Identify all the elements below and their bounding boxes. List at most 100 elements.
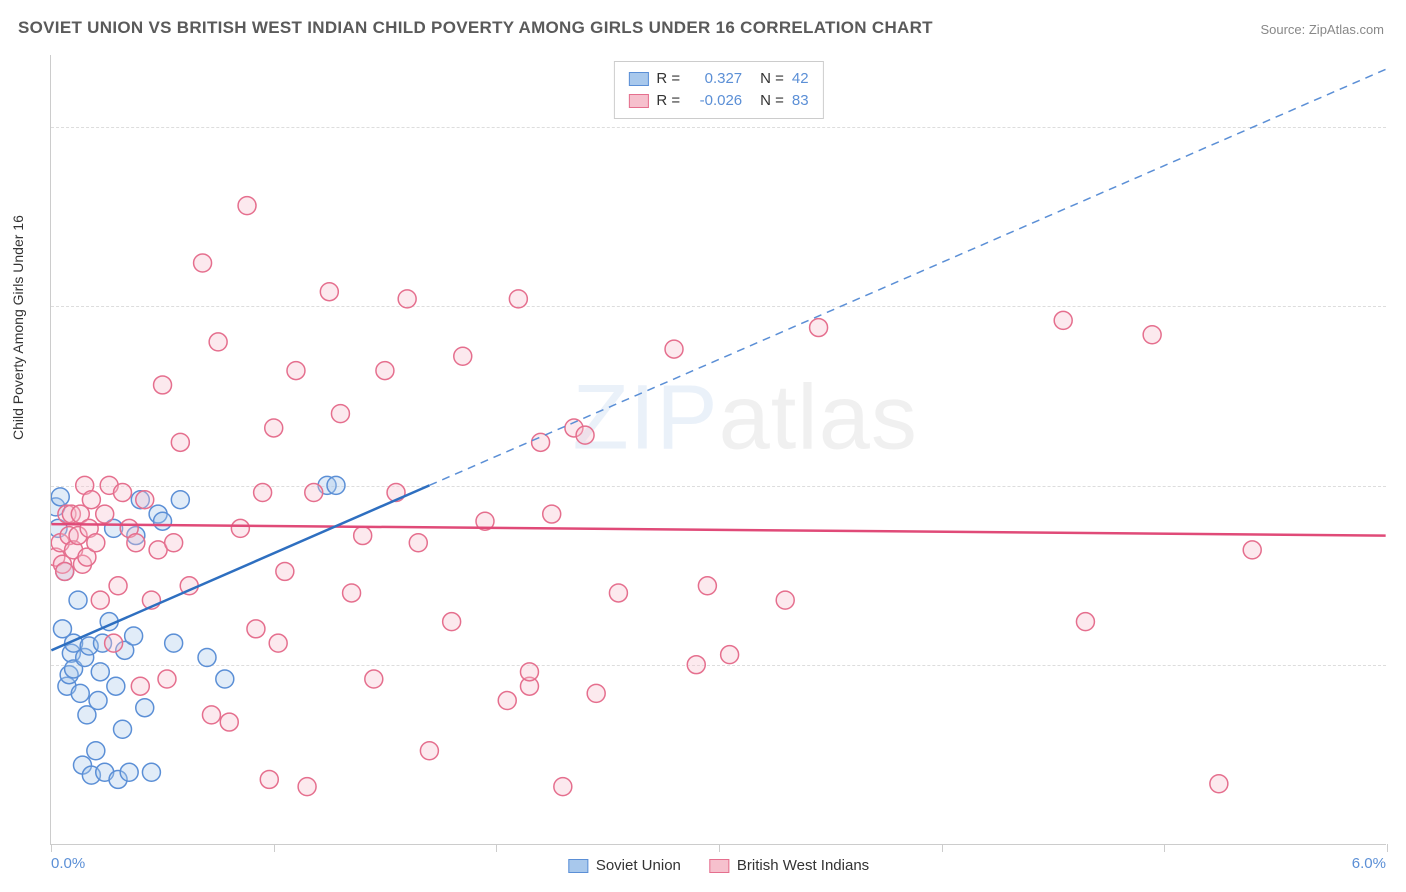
- data-point: [1076, 613, 1094, 631]
- n-value-1: 42: [792, 68, 809, 90]
- data-point: [320, 283, 338, 301]
- data-point: [127, 534, 145, 552]
- legend-item-2: British West Indians: [709, 857, 869, 874]
- data-point: [198, 649, 216, 667]
- data-point: [260, 770, 278, 788]
- data-point: [532, 433, 550, 451]
- correlation-row-2: R = -0.026 N = 83: [628, 90, 808, 112]
- data-point: [220, 713, 238, 731]
- data-point: [409, 534, 427, 552]
- data-point: [165, 534, 183, 552]
- data-point: [609, 584, 627, 602]
- legend-label-2: British West Indians: [737, 857, 869, 874]
- legend-item-1: Soviet Union: [568, 857, 681, 874]
- data-point: [498, 692, 516, 710]
- x-tick-label-right: 6.0%: [1352, 855, 1386, 872]
- data-point: [238, 197, 256, 215]
- data-point: [114, 720, 132, 738]
- data-point: [89, 692, 107, 710]
- x-tick: [51, 844, 52, 852]
- r-value-2: -0.026: [688, 90, 742, 112]
- data-point: [254, 484, 272, 502]
- x-tick: [942, 844, 943, 852]
- data-point: [171, 491, 189, 509]
- data-point: [1054, 311, 1072, 329]
- correlation-row-1: R = 0.327 N = 42: [628, 68, 808, 90]
- swatch-series-2: [628, 94, 648, 108]
- data-point: [276, 562, 294, 580]
- chart-plot-area: R = 0.327 N = 42 R = -0.026 N = 83 ZIPat…: [50, 55, 1386, 845]
- data-point: [354, 527, 372, 545]
- data-point: [109, 577, 127, 595]
- n-value-2: 83: [792, 90, 809, 112]
- data-point: [554, 778, 572, 796]
- y-tick-label: 50.0%: [1396, 118, 1406, 135]
- swatch-series-1: [628, 72, 648, 86]
- y-axis-label: Child Poverty Among Girls Under 16: [10, 215, 26, 440]
- legend-swatch-2: [709, 859, 729, 873]
- data-point: [194, 254, 212, 272]
- data-point: [87, 534, 105, 552]
- data-point: [1243, 541, 1261, 559]
- x-tick: [719, 844, 720, 852]
- data-point: [776, 591, 794, 609]
- data-point: [665, 340, 683, 358]
- data-point: [305, 484, 323, 502]
- data-point: [365, 670, 383, 688]
- data-point: [343, 584, 361, 602]
- chart-title: SOVIET UNION VS BRITISH WEST INDIAN CHIL…: [18, 18, 933, 38]
- data-point: [687, 656, 705, 674]
- data-point: [96, 505, 114, 523]
- data-point: [420, 742, 438, 760]
- y-tick-label: 25.0%: [1396, 477, 1406, 494]
- r-value-1: 0.327: [688, 68, 742, 90]
- data-point: [287, 362, 305, 380]
- data-point: [721, 646, 739, 664]
- r-label: R =: [656, 90, 680, 112]
- r-label: R =: [656, 68, 680, 90]
- trend-line-pink: [51, 524, 1385, 535]
- y-tick-label: 37.5%: [1396, 298, 1406, 315]
- scatter-svg: [51, 55, 1386, 844]
- data-point: [165, 634, 183, 652]
- x-tick: [496, 844, 497, 852]
- source-attribution: Source: ZipAtlas.com: [1260, 22, 1384, 37]
- data-point: [154, 376, 172, 394]
- data-point: [209, 333, 227, 351]
- n-label: N =: [760, 90, 784, 112]
- data-point: [1143, 326, 1161, 344]
- data-point: [105, 634, 123, 652]
- bottom-legend: Soviet Union British West Indians: [568, 857, 869, 874]
- data-point: [82, 491, 100, 509]
- x-tick-label-left: 0.0%: [51, 855, 85, 872]
- trend-line-blue-dashed: [429, 69, 1385, 485]
- data-point: [376, 362, 394, 380]
- data-point: [398, 290, 416, 308]
- data-point: [136, 491, 154, 509]
- data-point: [202, 706, 220, 724]
- data-point: [131, 677, 149, 695]
- data-point: [142, 763, 160, 781]
- data-point: [87, 742, 105, 760]
- data-point: [231, 519, 249, 537]
- data-point: [69, 591, 87, 609]
- data-point: [171, 433, 189, 451]
- data-point: [265, 419, 283, 437]
- data-point: [91, 663, 109, 681]
- data-point: [114, 484, 132, 502]
- data-point: [509, 290, 527, 308]
- data-point: [298, 778, 316, 796]
- data-point: [216, 670, 234, 688]
- data-point: [543, 505, 561, 523]
- data-point: [576, 426, 594, 444]
- data-point: [698, 577, 716, 595]
- data-point: [331, 405, 349, 423]
- legend-swatch-1: [568, 859, 588, 873]
- data-point: [247, 620, 265, 638]
- data-point: [120, 763, 138, 781]
- data-point: [91, 591, 109, 609]
- legend-label-1: Soviet Union: [596, 857, 681, 874]
- data-point: [454, 347, 472, 365]
- correlation-legend-box: R = 0.327 N = 42 R = -0.026 N = 83: [613, 61, 823, 119]
- data-point: [1210, 775, 1228, 793]
